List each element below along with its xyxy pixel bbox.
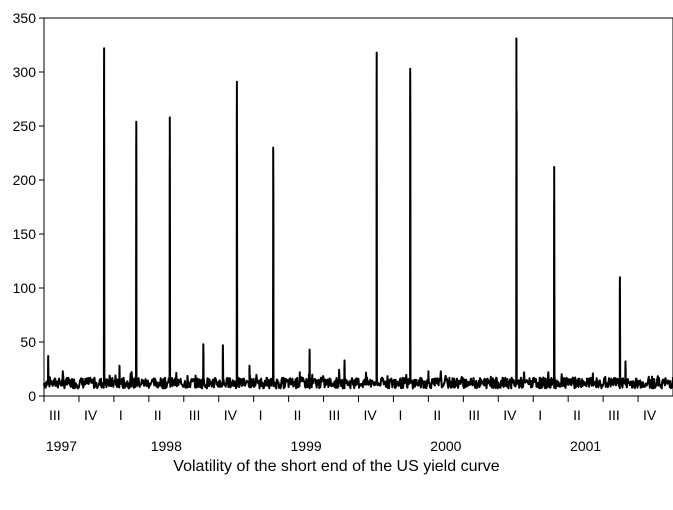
y-tick-label: 0 <box>28 388 36 404</box>
quarter-label: III <box>608 407 620 423</box>
year-label: 2000 <box>430 438 461 454</box>
quarter-label: IV <box>364 407 378 423</box>
y-tick-label: 200 <box>13 172 37 188</box>
y-tick-label: 100 <box>13 280 37 296</box>
y-axis: 0 50 100 150 200 250 300 350 <box>13 10 44 404</box>
y-tick-label: 150 <box>13 226 37 242</box>
quarter-label: III <box>49 407 61 423</box>
y-tick-label: 50 <box>20 334 36 350</box>
series-line <box>43 37 673 390</box>
quarter-label: I <box>398 407 402 423</box>
x-axis: III IV I II III IV I II III IV I II III IV I II III IV199… <box>43 396 657 454</box>
quarter-label: III <box>189 407 201 423</box>
year-label: 1997 <box>46 438 77 454</box>
quarter-label: IV <box>643 407 657 423</box>
quarter-label: III <box>468 407 480 423</box>
quarter-label: III <box>329 407 341 423</box>
year-label: 1999 <box>291 438 322 454</box>
year-label: 2001 <box>570 438 601 454</box>
quarter-label: I <box>538 407 542 423</box>
y-tick-label: 300 <box>13 64 37 80</box>
year-label: 1998 <box>151 438 182 454</box>
quarter-label: II <box>294 407 302 423</box>
quarter-label: I <box>119 407 123 423</box>
quarter-label: IV <box>224 407 238 423</box>
chart-caption: Volatility of the short end of the US yi… <box>173 458 500 475</box>
quarter-label: I <box>259 407 263 423</box>
quarter-label: II <box>573 407 581 423</box>
quarter-label: IV <box>503 407 517 423</box>
quarter-label: II <box>433 407 441 423</box>
y-tick-label: 350 <box>13 10 37 26</box>
y-tick-label: 250 <box>13 118 37 134</box>
quarter-label: IV <box>84 407 98 423</box>
plot-frame <box>43 17 673 397</box>
quarter-label: II <box>154 407 162 423</box>
